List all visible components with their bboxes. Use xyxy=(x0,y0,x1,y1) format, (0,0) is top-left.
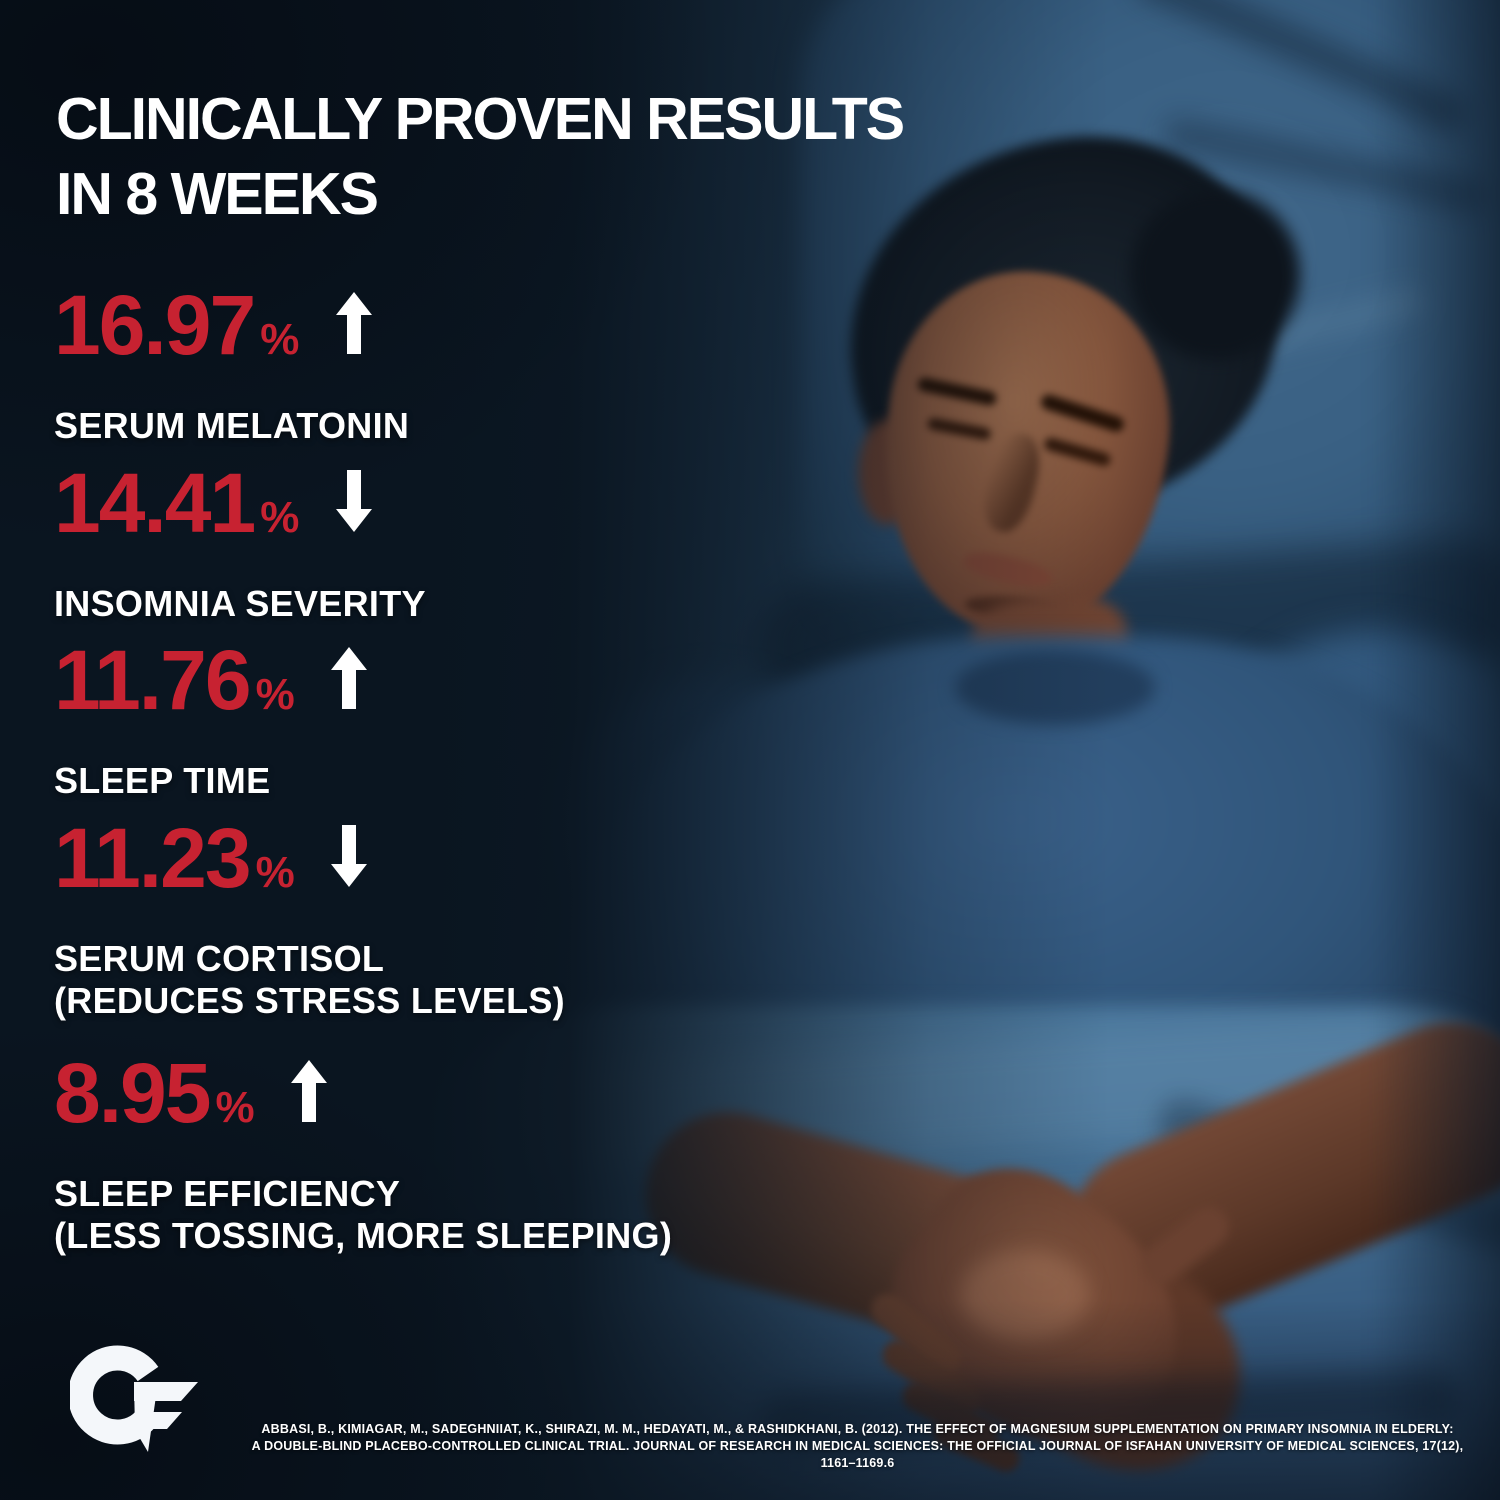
stat-value-row: 16.97% xyxy=(54,283,409,392)
logo-letter-c xyxy=(68,1345,159,1445)
stat-label: INSOMNIA SEVERITY xyxy=(54,583,426,624)
stat-label: SLEEP TIME xyxy=(54,760,271,801)
stat-value: 8.95 xyxy=(54,1046,211,1140)
citation-line-1: ABBASI, B., KIMIAGAR, M., SADEGHNIIAT, K… xyxy=(261,1422,1454,1436)
stat-serum-cortisol: 11.23% SERUM CORTISOL (REDUCES STRESS LE… xyxy=(54,816,565,1022)
stat-label: SERUM MELATONIN xyxy=(54,405,410,446)
stat-label: SERUM CORTISOL xyxy=(54,938,385,979)
down-arrow-icon xyxy=(335,470,372,570)
percent-sign: % xyxy=(260,493,300,542)
citation: ABBASI, B., KIMIAGAR, M., SADEGHNIIAT, K… xyxy=(250,1421,1465,1472)
stat-insomnia-severity: 14.41% INSOMNIA SEVERITY xyxy=(54,461,426,625)
stat-serum-melatonin: 16.97% SERUM MELATONIN xyxy=(54,283,409,447)
title-line-1: CLINICALLY PROVEN RESULTS xyxy=(56,86,905,152)
title-line-2: IN 8 WEEKS xyxy=(56,161,379,227)
stat-value-row: 11.76% xyxy=(54,638,368,747)
stat-sleep-efficiency: 8.95% SLEEP EFFICIENCY (LESS TOSSING, MO… xyxy=(54,1051,672,1257)
page-title: CLINICALLY PROVEN RESULTS IN 8 WEEKS xyxy=(56,82,905,232)
percent-sign: % xyxy=(255,670,295,719)
stat-value-row: 8.95% xyxy=(54,1051,672,1160)
up-arrow-icon xyxy=(291,1060,328,1160)
stat-value-row: 11.23% xyxy=(54,816,565,925)
logo-letter-f xyxy=(134,1382,198,1452)
stat-label: (REDUCES STRESS LEVELS) xyxy=(54,980,565,1021)
citation-line-2: A DOUBLE-BLIND PLACEBO-CONTROLLED CLINIC… xyxy=(251,1439,1464,1470)
percent-sign: % xyxy=(215,1083,255,1132)
up-arrow-icon xyxy=(331,647,368,747)
stat-sleep-time: 11.76% SLEEP TIME xyxy=(54,638,368,802)
stat-value: 16.97 xyxy=(54,278,256,372)
percent-sign: % xyxy=(255,848,295,897)
stat-value: 14.41 xyxy=(54,456,256,550)
stat-label: SLEEP EFFICIENCY xyxy=(54,1173,401,1214)
down-arrow-icon xyxy=(331,825,368,925)
stat-value: 11.23 xyxy=(54,811,252,905)
stat-label: (LESS TOSSING, MORE SLEEPING) xyxy=(54,1215,673,1256)
cf-logo xyxy=(68,1340,220,1465)
percent-sign: % xyxy=(260,315,300,364)
stat-value-row: 14.41% xyxy=(54,461,426,570)
up-arrow-icon xyxy=(335,292,372,392)
stat-value: 11.76 xyxy=(54,633,252,727)
